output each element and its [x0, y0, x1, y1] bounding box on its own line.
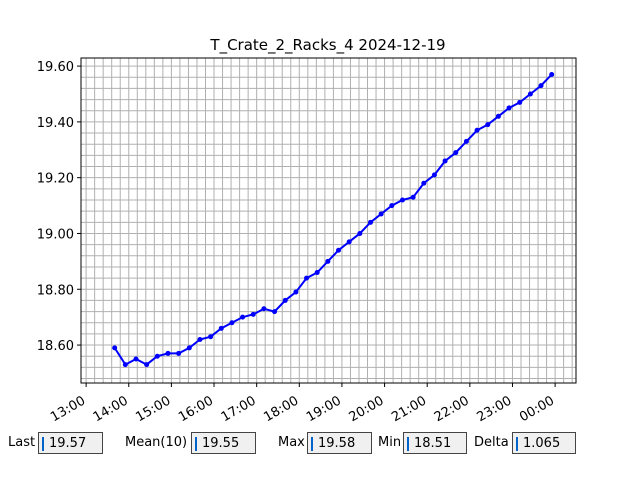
- y-tick-label: 19.20: [37, 172, 74, 187]
- data-point: [282, 297, 288, 303]
- data-point: [304, 275, 310, 281]
- field-label: Delta: [474, 435, 509, 450]
- data-point: [165, 350, 171, 356]
- y-tick-label: 19.00: [37, 227, 74, 242]
- x-tick-label: 20:00: [347, 393, 387, 425]
- data-point: [378, 211, 384, 217]
- data-point: [357, 230, 363, 236]
- data-point: [463, 138, 469, 144]
- data-point: [197, 336, 203, 342]
- x-tick-label: 21:00: [389, 393, 429, 425]
- data-point: [325, 258, 331, 264]
- data-point: [410, 194, 416, 200]
- data-point: [154, 353, 160, 359]
- data-point: [144, 362, 150, 368]
- data-point: [261, 306, 267, 312]
- field-label: Mean(10): [125, 435, 188, 450]
- data-point: [442, 158, 448, 164]
- data-point: [506, 105, 512, 111]
- y-tick-label: 18.60: [37, 339, 74, 354]
- field-value[interactable]: 19.58: [307, 432, 372, 454]
- x-tick-label: 13:00: [48, 393, 88, 425]
- x-tick-label: 22:00: [432, 393, 472, 425]
- data-point: [250, 311, 256, 317]
- y-tick-label: 19.40: [37, 116, 74, 131]
- chart: T_Crate_2_Racks_4 2024-12-19 18.60 18.80 1…: [37, 36, 577, 425]
- data-point: [218, 325, 224, 331]
- y-tick-label: 19.60: [37, 60, 74, 75]
- data-point: [399, 197, 405, 203]
- data-point: [208, 334, 214, 340]
- x-tick-label: 14:00: [91, 393, 131, 425]
- data-point: [549, 71, 555, 77]
- x-tick-label: 23:00: [475, 393, 515, 425]
- data-point: [176, 350, 182, 356]
- data-point: [421, 180, 427, 186]
- data-point: [485, 122, 491, 128]
- data-point: [495, 113, 501, 119]
- field-value[interactable]: 19.55: [191, 432, 256, 454]
- data-point: [517, 99, 523, 105]
- y-tick-label: 18.80: [37, 283, 74, 298]
- x-tick-label: 15:00: [133, 393, 173, 425]
- data-point: [453, 150, 459, 156]
- data-point: [346, 239, 352, 245]
- data-point: [229, 320, 235, 326]
- data-point: [293, 289, 299, 295]
- chart-title: T_Crate_2_Racks_4 2024-12-19: [209, 36, 445, 55]
- data-point: [272, 309, 278, 315]
- field-value[interactable]: 19.57: [38, 432, 103, 454]
- data-point: [474, 127, 480, 133]
- data-point: [112, 345, 118, 351]
- plot-frame: [80, 57, 577, 384]
- data-point: [389, 203, 395, 209]
- field-value[interactable]: 1.065: [512, 432, 576, 454]
- field-value[interactable]: 18.51: [403, 432, 467, 454]
- x-tick-label: 18:00: [261, 393, 301, 425]
- x-tick-label: 19:00: [304, 393, 344, 425]
- data-point: [336, 247, 342, 253]
- x-tick-label: 00:00: [517, 393, 557, 425]
- data-point: [538, 83, 544, 89]
- field-label: Max: [278, 435, 305, 450]
- field-label: Min: [378, 435, 402, 450]
- data-point: [122, 362, 128, 368]
- x-tick-label: 17:00: [219, 393, 259, 425]
- x-tick-label: 16:00: [176, 393, 216, 425]
- data-point: [186, 345, 192, 351]
- data-point: [527, 91, 533, 97]
- data-point: [314, 270, 320, 276]
- data-point: [133, 356, 139, 362]
- field-label: Last: [8, 435, 36, 450]
- data-point: [240, 314, 246, 320]
- data-point: [367, 219, 373, 225]
- data-point: [431, 172, 437, 178]
